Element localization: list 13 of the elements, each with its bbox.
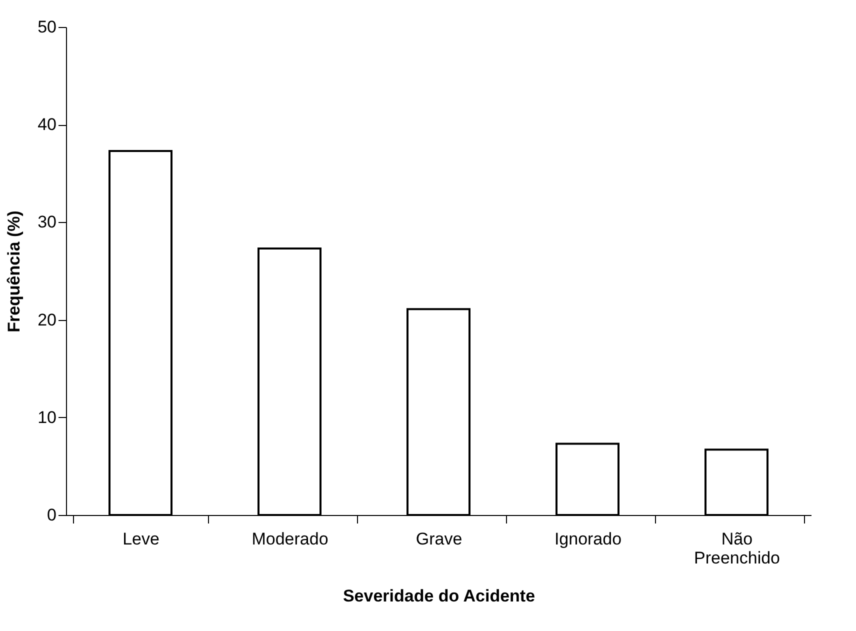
x-axis-title: Severidade do Acidente: [342, 586, 536, 606]
y-tick-label: 30: [38, 212, 56, 232]
y-tick-label: 0: [47, 506, 56, 524]
y-tick-label: 20: [38, 310, 56, 330]
x-tick-label: Não Preenchido: [694, 530, 780, 568]
x-tick-label: Moderado: [252, 530, 328, 548]
y-tick-label: 40: [38, 115, 56, 134]
x-tick-label: Ignorado: [554, 530, 622, 548]
y-axis-title: Frequência (%): [4, 210, 24, 332]
y-tick-label: 50: [38, 18, 56, 36]
x-tick-label: Leve: [122, 530, 160, 548]
y-tick-label: 10: [38, 408, 56, 427]
x-tick-label: Grave: [416, 530, 462, 548]
